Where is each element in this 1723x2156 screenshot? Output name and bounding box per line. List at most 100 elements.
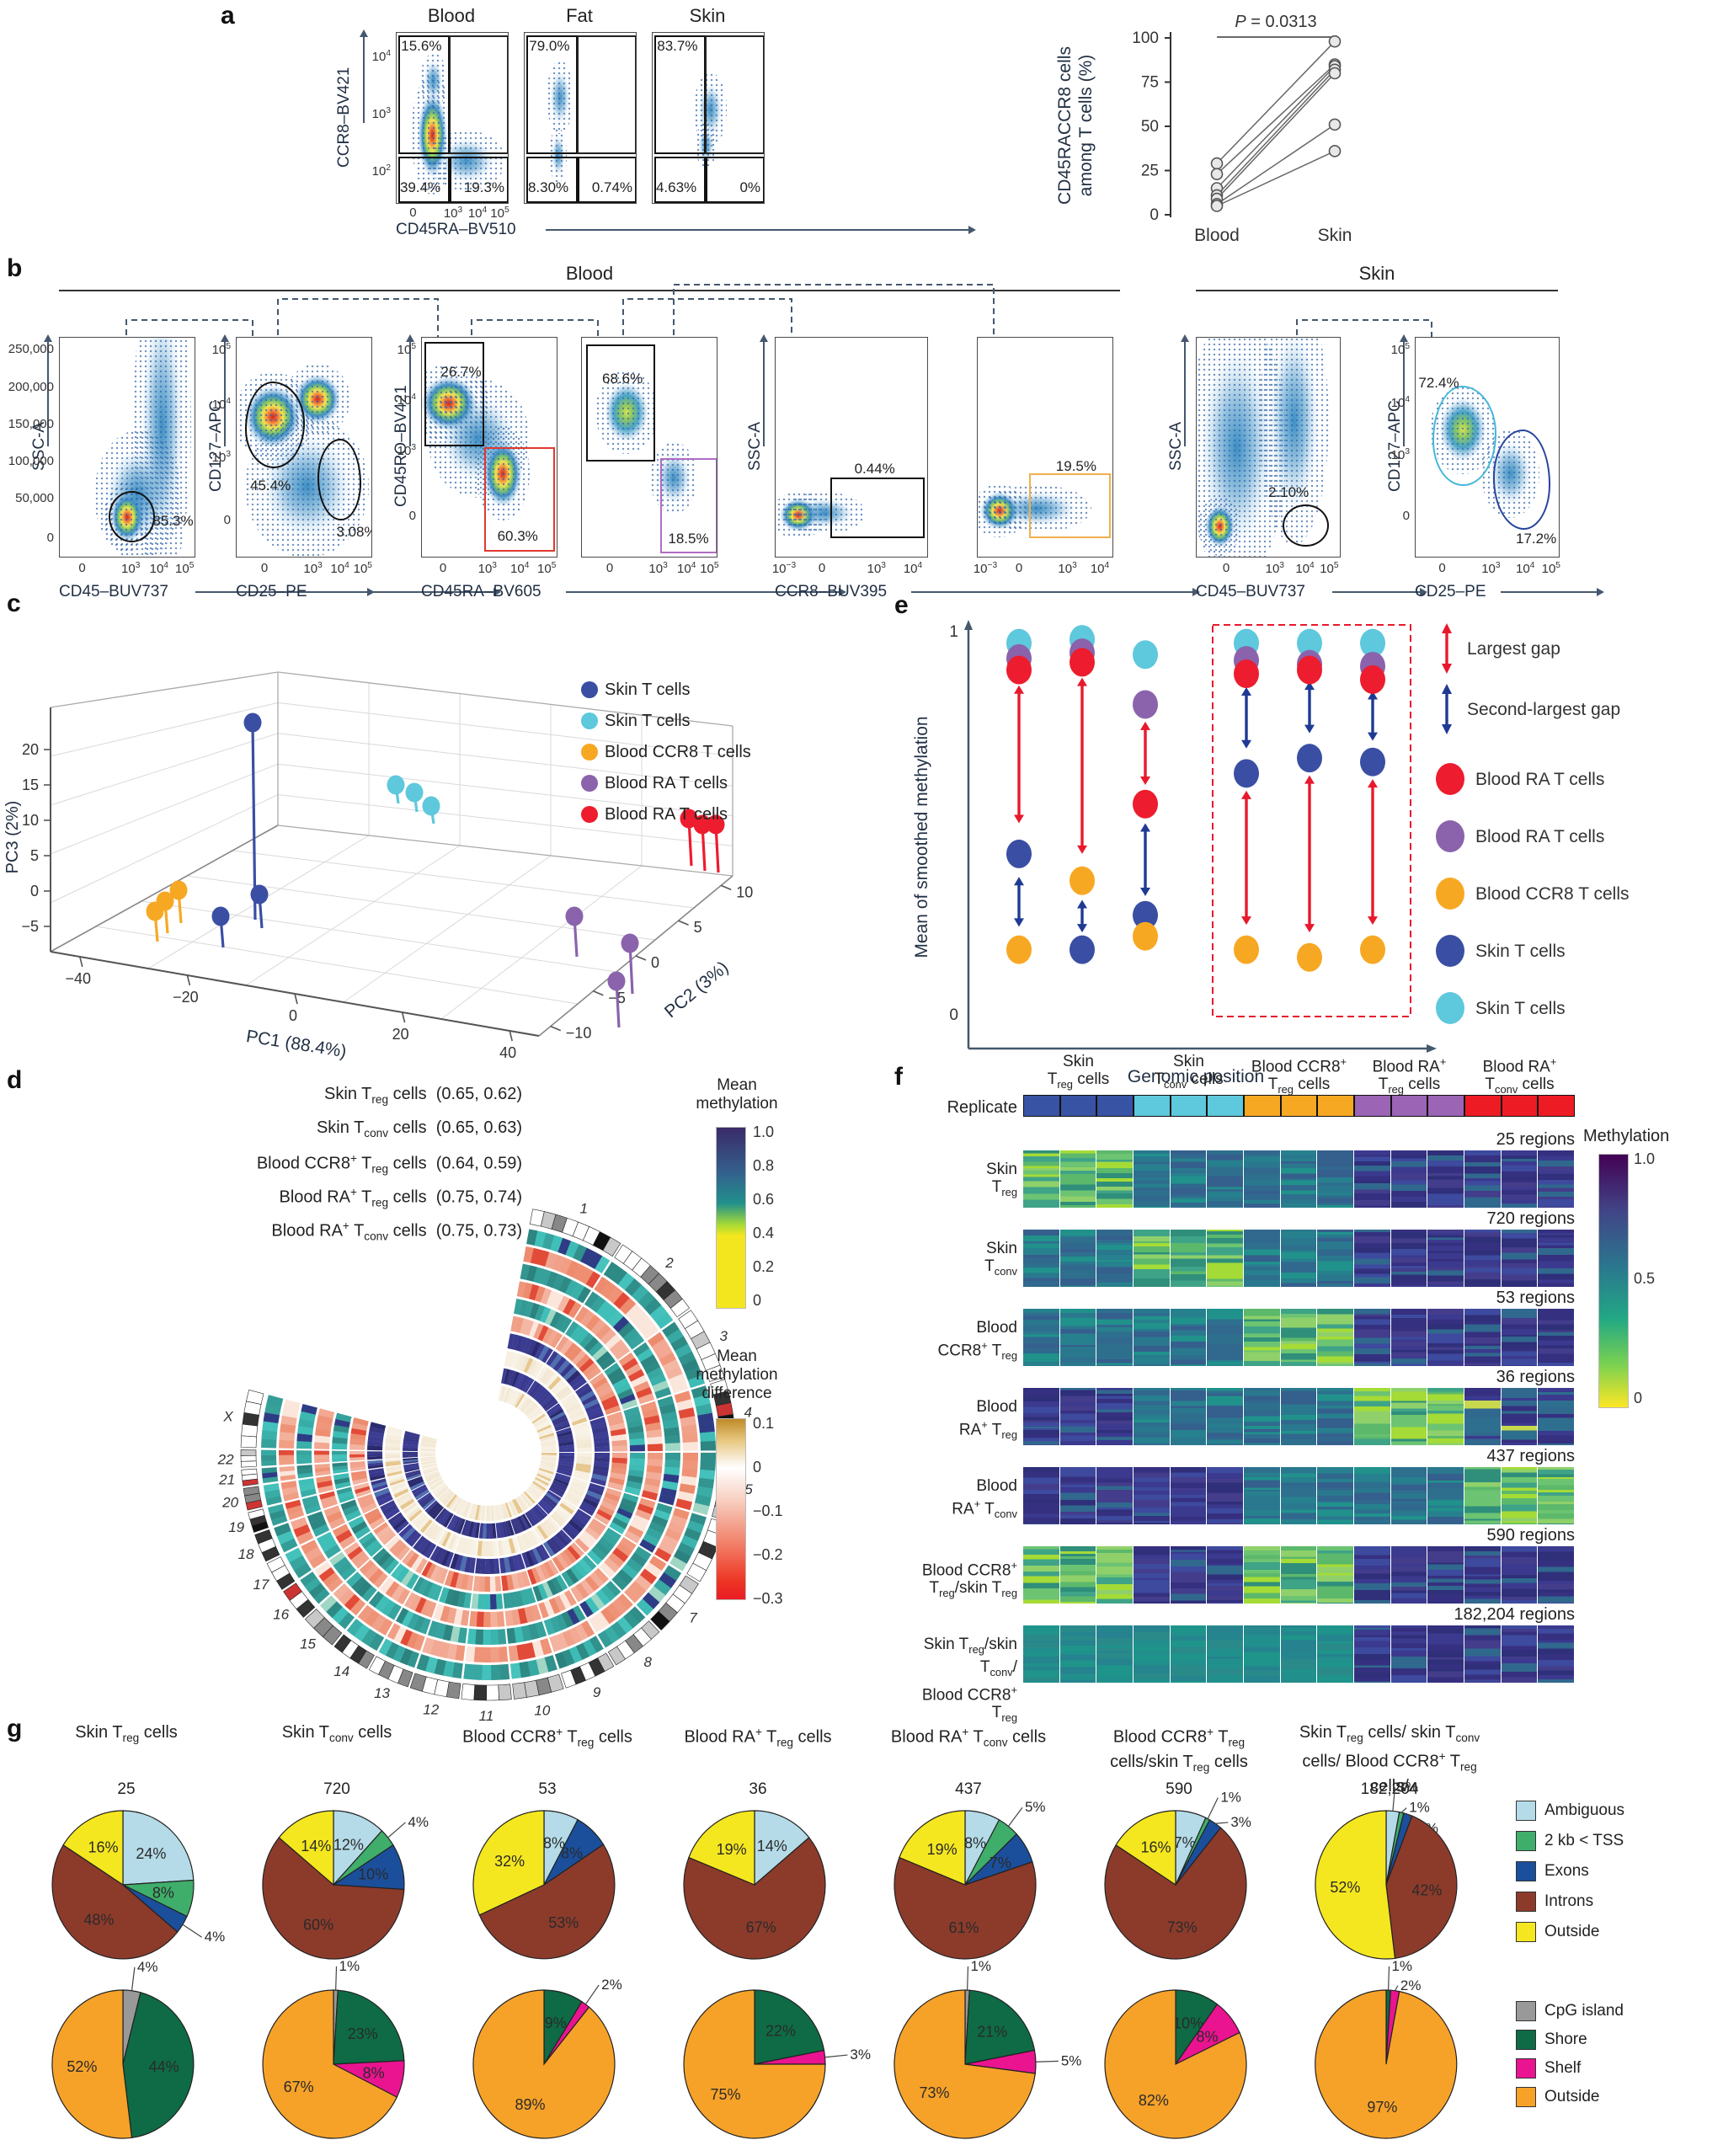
ring-salmon-segment <box>617 1593 633 1610</box>
ring-salmon-segment <box>553 1595 566 1612</box>
ring-teal-segment <box>524 1301 535 1318</box>
ring-teal-segment <box>499 1663 510 1680</box>
svg-path <box>1442 623 1452 633</box>
heatmap-cell <box>1096 1467 1133 1524</box>
ring-salmon-segment <box>279 1465 295 1472</box>
methylation-dot-blood_ra_tconv <box>1006 655 1032 685</box>
ring-salmon-segment <box>473 1646 483 1662</box>
y-tick: 50,000 <box>15 491 54 506</box>
ring-navy-segment <box>405 1470 421 1476</box>
data-point <box>1328 118 1342 131</box>
ring-salmon-segment <box>511 1609 521 1625</box>
ring-navy-segment <box>495 1523 501 1539</box>
skin-bracket <box>1196 290 1558 291</box>
ring-cream-segment <box>573 1422 589 1431</box>
ring-salmon-segment <box>422 1637 435 1655</box>
ring-navy-segment <box>507 1520 515 1536</box>
ring-navy-segment <box>449 1515 459 1531</box>
svg-line <box>50 794 279 904</box>
ring-cream-segment <box>541 1449 557 1453</box>
heatmap-cell <box>1134 1230 1170 1287</box>
ring-salmon-segment <box>414 1597 427 1614</box>
ring-navy-segment <box>409 1481 425 1491</box>
svg-label: 4% <box>205 1929 226 1945</box>
ring-teal-segment <box>456 1591 467 1608</box>
ring-teal-segment <box>419 1618 431 1635</box>
ring-cream-segment <box>500 1503 507 1519</box>
chromosome-label-11: 11 <box>479 1708 494 1724</box>
heatmap-cell <box>1538 1309 1574 1366</box>
ring-navy-segment <box>403 1433 419 1441</box>
methylation-dot-skin_tconv <box>1297 628 1322 658</box>
ring-cream-segment <box>435 1485 448 1497</box>
svg-label: 7% <box>1174 1834 1196 1851</box>
track-values: (0.75, 0.73) <box>435 1221 522 1241</box>
ring-navy-segment <box>575 1383 590 1396</box>
ring-teal-segment <box>301 1495 318 1505</box>
ring-salmon-segment <box>556 1554 569 1570</box>
ring-cream-segment <box>434 1528 445 1544</box>
ring-teal-segment <box>354 1624 371 1641</box>
svg-line <box>1008 1806 1023 1827</box>
legend-item-CpG island: CpG island <box>1516 2001 1624 2021</box>
ring-teal-segment <box>527 1623 540 1641</box>
heatmap-cell <box>1390 1467 1427 1524</box>
skin-bracket-label: Skin <box>1358 263 1395 284</box>
ring-salmon-segment <box>567 1545 581 1561</box>
ring-salmon-segment <box>672 1508 690 1520</box>
heatmap-cell <box>1170 1309 1207 1366</box>
heatmap-cell <box>1427 1388 1464 1445</box>
ring-cream-segment <box>532 1415 547 1426</box>
ring-teal-segment <box>336 1486 353 1495</box>
replicate-cell <box>1170 1095 1208 1117</box>
ring-navy-segment <box>501 1521 508 1538</box>
ring-navy-segment <box>367 1460 383 1465</box>
ring-salmon-segment <box>425 1601 437 1618</box>
pca-point-blood_ra_treg <box>565 906 584 926</box>
ring-cream-segment <box>443 1492 456 1506</box>
chromosome-label-12: 12 <box>423 1701 439 1717</box>
svg-label: among Treg cells (%) <box>1076 55 1096 196</box>
heatmap-cell <box>1059 1625 1096 1683</box>
ring-teal-segment <box>607 1310 624 1327</box>
ring-teal-segment <box>643 1360 661 1374</box>
heatmap-cell <box>1207 1388 1243 1445</box>
svg-label: 16% <box>1141 1838 1171 1855</box>
ring-navy-segment <box>403 1465 419 1470</box>
ring-cream-segment <box>560 1393 576 1405</box>
ring-teal-segment <box>577 1286 591 1304</box>
ring-teal-segment <box>605 1580 621 1597</box>
heatmap-group-label: Blood RA+ Tconv cells <box>1482 1055 1557 1097</box>
pie-slice-Introns <box>262 1837 405 1960</box>
ring-cream-segment <box>528 1408 542 1421</box>
ring-salmon-segment <box>568 1346 583 1362</box>
x-axis-label: CD25–PE <box>236 583 307 600</box>
ring-teal-segment <box>340 1566 357 1581</box>
chromosome-label-3: 3 <box>720 1328 728 1344</box>
ring-salmon-segment <box>350 1470 367 1477</box>
ring-cream-segment <box>422 1465 438 1471</box>
ring-teal-segment <box>407 1651 419 1668</box>
ring-salmon-segment <box>629 1580 647 1598</box>
ring-salmon-segment <box>585 1315 601 1331</box>
ring-cream-segment <box>445 1533 455 1549</box>
ring-teal-segment <box>266 1395 284 1407</box>
gate-85.3% <box>108 491 155 543</box>
ring-salmon-segment <box>611 1457 627 1465</box>
svg-line <box>720 884 732 891</box>
svg-path <box>1442 724 1452 734</box>
ring-navy-segment <box>402 1527 416 1541</box>
ring-navy-segment <box>568 1519 584 1533</box>
ring-navy-segment <box>369 1470 385 1478</box>
svg-label: 8% <box>964 1835 986 1852</box>
panel-c: 20 15 10 5 0 −5 PC3 (2%) −40 −20 0 20 40 PC1 (88.4%)… <box>0 623 884 1061</box>
ring-navy-segment <box>559 1363 574 1378</box>
ring-navy-segment <box>553 1477 569 1486</box>
ring-teal-segment <box>346 1619 364 1636</box>
heatmap-cell <box>1538 1150 1574 1208</box>
legend-dot-blood_ra_tconv <box>1436 763 1464 795</box>
svg-label: 19% <box>927 1841 958 1858</box>
heatmap-group-label: Skin Tconv cells <box>1154 1053 1224 1091</box>
ring-salmon-segment <box>611 1439 627 1447</box>
pca-point-blood_ra_tconv <box>693 814 712 835</box>
